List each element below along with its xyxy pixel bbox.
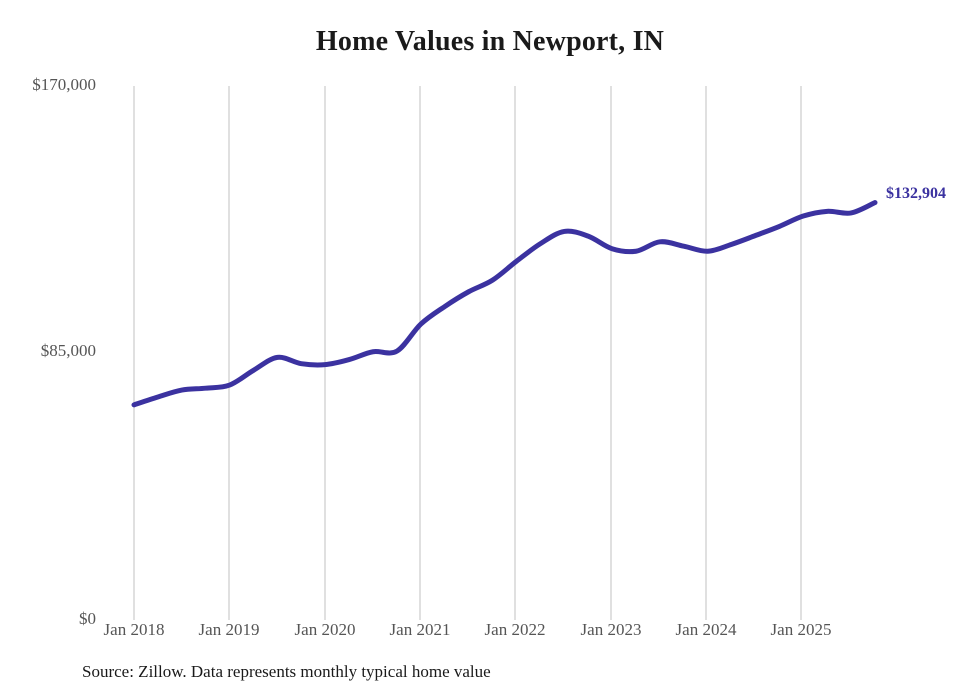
y-axis-tick-mid: $85,000	[40, 341, 96, 360]
y-axis-tick-bottom: $0	[79, 609, 96, 628]
page-title: Home Values in Newport, IN	[315, 26, 665, 57]
x-axis-tick-jan-2022: Jan 2022	[484, 620, 546, 639]
x-axis-tick-jan-2020: Jan 2020	[294, 620, 356, 639]
x-axis-tick-jan-2025: Jan 2025	[770, 620, 832, 639]
x-axis-tick-jan-2018: Jan 2018	[103, 620, 165, 639]
gridlines	[133, 86, 802, 620]
source-footnote: Source: Zillow. Data represents monthly …	[82, 662, 491, 681]
x-axis-tick-jan-2023: Jan 2023	[580, 620, 642, 639]
x-axis-tick-jan-2024: Jan 2024	[675, 620, 737, 639]
value-line	[131, 200, 878, 408]
x-axis-tick-jan-2021: Jan 2021	[389, 620, 451, 639]
end-value-annotation: $132,904	[886, 185, 946, 202]
x-axis-tick-jan-2019: Jan 2019	[198, 620, 260, 639]
y-axis-tick-top: $170,000	[32, 75, 96, 94]
